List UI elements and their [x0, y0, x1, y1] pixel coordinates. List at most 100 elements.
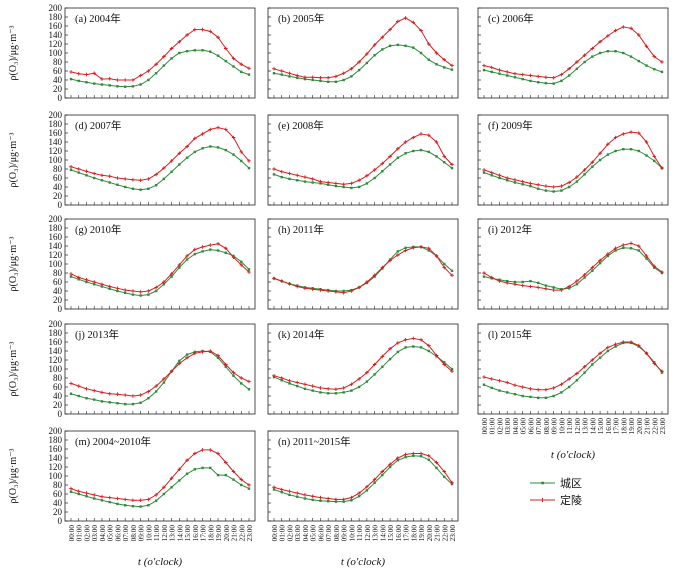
series-line [483, 26, 663, 79]
data-point [224, 148, 227, 152]
data-point [85, 81, 88, 84]
data-point [482, 375, 486, 379]
data-point [280, 175, 283, 179]
data-point [442, 362, 447, 367]
data-point [200, 27, 205, 32]
data-point [489, 275, 494, 280]
data-point [506, 391, 509, 394]
data-point [131, 178, 135, 182]
legend-label: 城区 [560, 477, 582, 490]
data-point [319, 499, 322, 502]
data-point [131, 85, 135, 88]
data-point [606, 252, 610, 256]
data-point [372, 362, 377, 367]
data-point [208, 349, 213, 353]
data-point [419, 51, 423, 55]
data-point [288, 493, 291, 497]
data-point [193, 27, 197, 32]
data-point [404, 346, 407, 349]
data-point [272, 276, 276, 281]
data-point [567, 180, 571, 185]
data-point [154, 390, 158, 393]
data-point [100, 390, 104, 395]
data-point [434, 140, 439, 144]
data-point [427, 458, 430, 461]
data-point [443, 161, 446, 164]
x-tick-label: 08:00 [543, 418, 551, 435]
data-point [288, 75, 291, 78]
x-tick-label: 06:00 [527, 418, 535, 435]
data-point [350, 75, 353, 78]
data-point [296, 495, 299, 498]
data-point [303, 286, 307, 291]
data-point [357, 285, 361, 290]
data-point [318, 495, 323, 500]
data-point [116, 85, 119, 88]
data-point [419, 245, 423, 249]
data-point [295, 491, 300, 495]
data-point [69, 490, 73, 493]
data-point [521, 394, 524, 398]
data-point [92, 280, 97, 284]
data-point [123, 291, 127, 294]
x-tick-label: 09:00 [138, 525, 146, 542]
data-point [185, 353, 189, 356]
data-point [582, 168, 587, 172]
x-tick-label: 01:00 [489, 418, 497, 435]
data-point [123, 185, 127, 189]
data-point [326, 289, 330, 293]
data-point [660, 166, 664, 170]
data-point [193, 468, 197, 471]
data-point [536, 396, 540, 399]
data-point [100, 173, 104, 178]
y-tick-label: 20 [53, 507, 63, 517]
data-point [139, 294, 142, 297]
data-point [193, 136, 197, 141]
x-tick-label: 16:00 [395, 525, 403, 542]
panel-title: (j) 2013年 [75, 328, 119, 341]
data-point [303, 382, 307, 387]
data-point [185, 472, 189, 475]
data-point [131, 504, 135, 508]
y-tick-label: 60 [53, 382, 63, 392]
data-point [652, 264, 657, 269]
data-point [567, 377, 571, 381]
data-point [93, 82, 96, 85]
data-point [280, 379, 283, 382]
data-point [296, 179, 299, 182]
data-point [193, 49, 197, 52]
data-point [622, 148, 625, 151]
panel-title: (i) 2012年 [488, 223, 532, 236]
x-tick-label: 04:00 [302, 525, 310, 542]
data-point [138, 290, 143, 294]
data-point [162, 54, 166, 59]
data-point [411, 336, 416, 341]
x-tick-label: 20:00 [223, 525, 231, 542]
x-tick-label: 06:00 [114, 525, 122, 542]
data-point [442, 469, 447, 474]
data-point [644, 140, 649, 144]
data-point [419, 132, 423, 136]
data-point [567, 284, 571, 289]
data-point [310, 287, 315, 291]
data-point [310, 384, 315, 388]
data-point [178, 51, 181, 55]
data-point [247, 159, 251, 163]
data-point [76, 275, 81, 280]
data-point [318, 386, 323, 390]
data-point [108, 500, 111, 504]
data-point [115, 176, 120, 180]
x-tick-label: 05:00 [107, 525, 115, 542]
x-tick-label: 13:00 [582, 418, 590, 435]
data-point [93, 497, 96, 500]
data-point [272, 488, 276, 491]
x-tick-label: 11:00 [566, 418, 574, 435]
data-point [489, 377, 494, 381]
data-point [92, 171, 97, 176]
data-point [115, 78, 120, 82]
data-point [450, 162, 454, 167]
data-point [426, 246, 431, 251]
series-line [483, 341, 663, 391]
data-point [208, 127, 213, 132]
data-point [223, 460, 228, 465]
